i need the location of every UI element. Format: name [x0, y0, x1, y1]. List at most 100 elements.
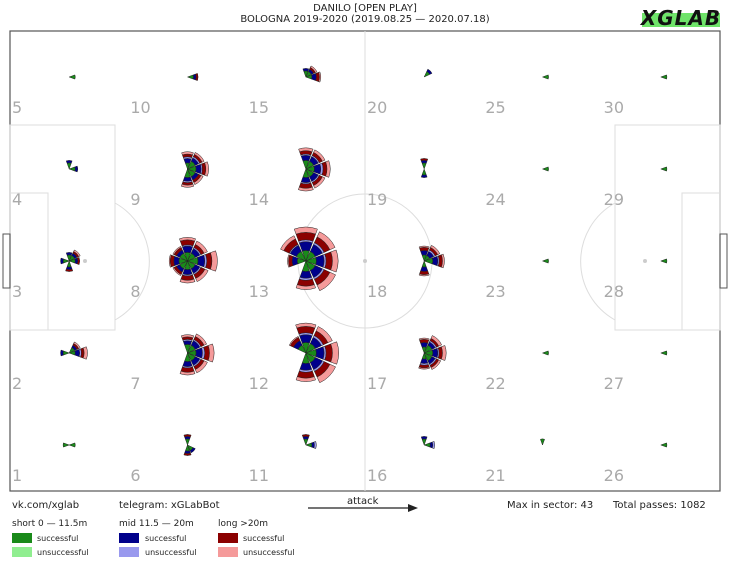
sector-11-E-mid_unsuccessful: [313, 441, 317, 449]
sector-4-E-short_successful: [68, 166, 76, 172]
sector-18-N-mid_successful: [420, 250, 429, 256]
left-goal-area: [9, 192, 49, 331]
zone-label: 22: [485, 374, 505, 393]
sector-13-E-long_unsuccessful: [330, 249, 339, 273]
zone-label: 18: [367, 282, 387, 301]
zone-label: 9: [130, 190, 140, 209]
sector-16-E-short_successful: [423, 442, 431, 448]
sector-8-W-long_unsuccessful: [168, 254, 172, 268]
legend-mid-successful-swatch: [119, 533, 139, 543]
left-goal: [2, 233, 11, 289]
sector-21-N-short_successful: [540, 438, 545, 446]
sector-8-SW-long_unsuccessful: [172, 266, 182, 276]
sector-16-E-mid_unsuccessful: [431, 441, 435, 449]
zone-label: 16: [367, 466, 387, 485]
total-passes: Total passes: 1082: [613, 500, 706, 511]
sector-18-NE-long_unsuccessful: [430, 245, 441, 256]
legend-short-unsuccessful-swatch: [12, 547, 32, 557]
sector-4-E-mid_successful: [74, 165, 79, 173]
sector-3-S-long_successful: [65, 268, 74, 272]
legend-short-unsuccessful-label: unsuccessful: [37, 548, 89, 557]
sector-14-S-long_unsuccessful: [297, 186, 314, 192]
sector-19-N-short_successful: [421, 162, 427, 170]
zone-label: 12: [249, 374, 269, 393]
sector-10-E-long_successful: [195, 73, 199, 81]
sector-4-N-short_successful: [66, 162, 72, 170]
legend-long-unsuccessful-swatch: [218, 547, 238, 557]
sector-13-S-long_successful: [296, 278, 315, 287]
sector-25-E-short_successful: [541, 74, 549, 80]
vk-link[interactable]: vk.com/xglab: [12, 500, 80, 511]
sector-17-E-mid_successful: [431, 348, 439, 358]
sector-9-N-long_unsuccessful: [181, 151, 194, 156]
right-goal-area: [681, 192, 721, 331]
legend-long-title: long >20m: [218, 519, 269, 529]
centre-spot: [363, 259, 367, 263]
sector-15-E-mid_successful: [311, 73, 317, 81]
sector-17-NE-long_unsuccessful: [430, 335, 442, 347]
sector-18-E-long_unsuccessful: [441, 253, 445, 269]
sector-13-N-long_successful: [295, 232, 316, 242]
zone-label: 29: [604, 190, 624, 209]
zone-label: 4: [12, 190, 22, 209]
sector-7-NE-long_unsuccessful: [194, 333, 207, 346]
sector-13-NE-long_unsuccessful: [316, 231, 336, 251]
sector-6-S-long_successful: [183, 452, 192, 456]
sector-11-N-short_successful: [303, 438, 309, 446]
sector-18-S-long_unsuccessful: [418, 273, 430, 277]
sector-1-E-short_successful: [68, 442, 76, 448]
zone-label: 19: [367, 190, 387, 209]
sector-13-S-mid_successful: [299, 270, 313, 279]
sector-19-N-long_successful: [420, 158, 429, 162]
brand-logo-highlight: [642, 13, 720, 27]
attack-label: attack: [347, 496, 379, 507]
sector-20-NE-mid_successful: [426, 68, 433, 75]
zone-label: 3: [12, 282, 22, 301]
sector-12-S-long_unsuccessful: [295, 376, 316, 382]
legend-long-successful-swatch: [218, 533, 238, 543]
sector-13-W-mid_successful: [291, 256, 299, 266]
right-penalty-area: [614, 124, 721, 331]
zone-label: 10: [130, 98, 150, 117]
sector-7-E-long_unsuccessful: [207, 343, 215, 363]
zone-label: 11: [249, 466, 269, 485]
sector-10-E-short_successful: [186, 74, 194, 80]
sector-19-S-mid_successful: [420, 174, 428, 178]
zone-label: 7: [130, 374, 140, 393]
chart-subtitle: BOLOGNA 2019-2020 (2019.08.25 — 2020.07.…: [240, 14, 490, 25]
sector-8-E-long_unsuccessful: [210, 250, 218, 272]
sector-26-E-short_successful: [660, 442, 668, 448]
sector-4-N-mid_successful: [65, 160, 73, 164]
sector-29-E-short_successful: [660, 166, 668, 172]
sector-8-E-mid_successful: [197, 254, 206, 268]
sector-13-S-long_unsuccessful: [295, 284, 316, 290]
sector-17-S-mid_successful: [420, 358, 429, 364]
legend-long-unsuccessful-label: unsuccessful: [243, 548, 295, 557]
sector-14-SE-long_unsuccessful: [313, 176, 326, 189]
zone-label: 6: [130, 466, 140, 485]
sector-24-E-short_successful: [541, 166, 549, 172]
legend-short-title: short 0 — 11.5m: [12, 519, 88, 529]
sector-6-N-long_successful: [183, 434, 192, 438]
sector-17-S-long_unsuccessful: [418, 366, 431, 370]
zone-label: 17: [367, 374, 387, 393]
sector-8-N-long_successful: [179, 239, 196, 247]
chart-title: DANILO [OPEN PLAY]: [313, 3, 417, 14]
sector-28-E-short_successful: [660, 258, 668, 264]
sector-12-S-mid_successful: [299, 362, 313, 371]
right-goal: [719, 233, 728, 289]
sector-15-E-long_unsuccessful: [318, 71, 322, 83]
sector-11-E-short_successful: [305, 442, 313, 448]
telegram-link[interactable]: telegram: xGLabBot: [119, 500, 220, 511]
sector-14-N-long_unsuccessful: [298, 147, 314, 153]
sector-9-S-long_unsuccessful: [180, 183, 195, 188]
sector-6-SE-mid_successful: [189, 447, 196, 454]
sector-18-N-long_unsuccessful: [418, 245, 430, 249]
zone-label: 1: [12, 466, 22, 485]
zone-label: 21: [485, 466, 505, 485]
zone-label: 13: [249, 282, 269, 301]
sector-7-SE-long_unsuccessful: [194, 360, 208, 374]
sector-12-NW-long_unsuccessful: [288, 336, 299, 347]
sector-3-S-short_successful: [66, 260, 72, 268]
zone-label: 20: [367, 98, 387, 117]
